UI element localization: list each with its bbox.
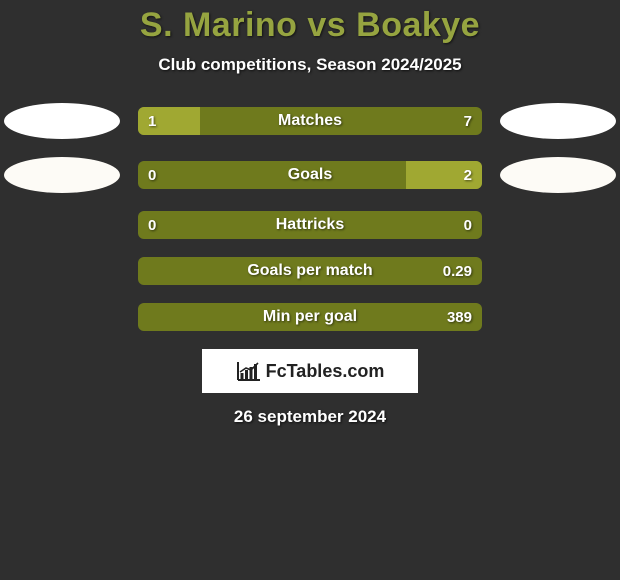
bar-value-left: 1 <box>148 107 156 135</box>
bar-value-left: 0 <box>148 211 156 239</box>
date-text: 26 september 2024 <box>0 407 620 427</box>
right-oval <box>500 103 616 139</box>
stat-row: Goals per match0.29 <box>0 257 620 285</box>
bar-value-right: 0.29 <box>443 257 472 285</box>
left-oval <box>4 157 120 193</box>
bar-value-right: 389 <box>447 303 472 331</box>
stat-bar: 0Goals2 <box>138 161 482 189</box>
stat-bar: Min per goal389 <box>138 303 482 331</box>
comparison-infographic: S. Marino vs Boakye Club competitions, S… <box>0 0 620 427</box>
chart-line-icon <box>236 360 262 382</box>
page-title: S. Marino vs Boakye <box>0 6 620 45</box>
bar-value-right: 7 <box>464 107 472 135</box>
right-oval <box>500 157 616 193</box>
subtitle: Club competitions, Season 2024/2025 <box>0 55 620 75</box>
left-oval <box>4 103 120 139</box>
bar-value-right: 0 <box>464 211 472 239</box>
stats-rows: 1Matches70Goals20Hattricks0Goals per mat… <box>0 103 620 331</box>
stat-row: 0Hattricks0 <box>0 211 620 239</box>
bar-label: Goals per match <box>138 257 482 285</box>
bar-label: Hattricks <box>138 211 482 239</box>
stat-bar: 1Matches7 <box>138 107 482 135</box>
stat-row: 0Goals2 <box>0 157 620 193</box>
logo-box[interactable]: FcTables.com <box>202 349 418 393</box>
stat-bar: 0Hattricks0 <box>138 211 482 239</box>
stat-row: Min per goal389 <box>0 303 620 331</box>
bar-value-right: 2 <box>464 161 472 189</box>
stat-bar: Goals per match0.29 <box>138 257 482 285</box>
stat-row: 1Matches7 <box>0 103 620 139</box>
bar-label: Min per goal <box>138 303 482 331</box>
bar-value-left: 0 <box>148 161 156 189</box>
logo-text: FcTables.com <box>266 361 385 382</box>
